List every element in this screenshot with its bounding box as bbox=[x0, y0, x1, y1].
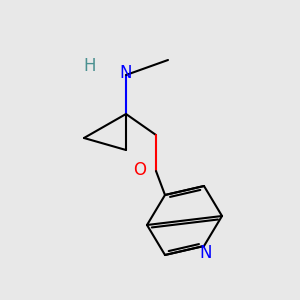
Text: N: N bbox=[199, 244, 212, 262]
Text: H: H bbox=[84, 57, 96, 75]
Text: N: N bbox=[120, 64, 132, 82]
Text: O: O bbox=[133, 161, 146, 179]
